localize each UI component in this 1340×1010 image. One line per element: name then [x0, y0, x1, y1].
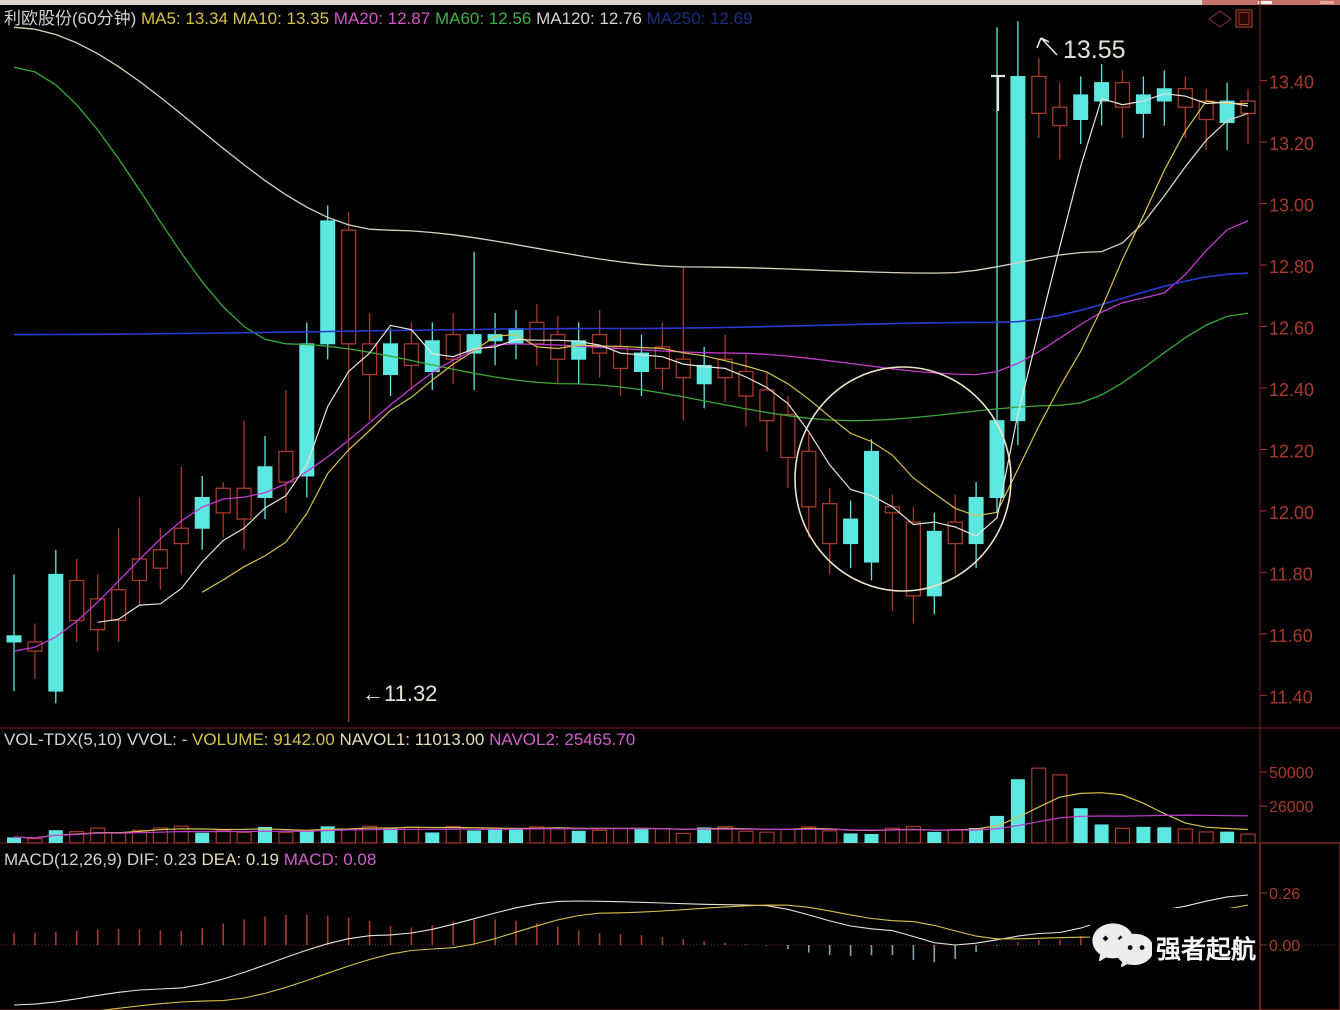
svg-text:12.00: 12.00	[1269, 503, 1314, 523]
svg-text:11.80: 11.80	[1269, 564, 1313, 584]
svg-text:11.60: 11.60	[1269, 626, 1313, 646]
svg-text:12.20: 12.20	[1269, 441, 1314, 461]
svg-text:13.55: 13.55	[1063, 36, 1126, 64]
svg-text:26000: 26000	[1269, 799, 1314, 816]
svg-text:13.20: 13.20	[1269, 134, 1314, 154]
svg-text:12.80: 12.80	[1269, 257, 1314, 277]
svg-text:50000: 50000	[1269, 765, 1314, 782]
svg-text:0.00: 0.00	[1269, 938, 1300, 955]
svg-text:13.40: 13.40	[1269, 73, 1314, 93]
svg-text:0.26: 0.26	[1269, 886, 1300, 903]
svg-text:13.00: 13.00	[1269, 196, 1314, 216]
svg-text:12.40: 12.40	[1269, 380, 1314, 400]
svg-text:11.40: 11.40	[1269, 687, 1313, 707]
svg-text:12.60: 12.60	[1269, 318, 1314, 338]
svg-text:←11.32: ←11.32	[362, 681, 437, 706]
